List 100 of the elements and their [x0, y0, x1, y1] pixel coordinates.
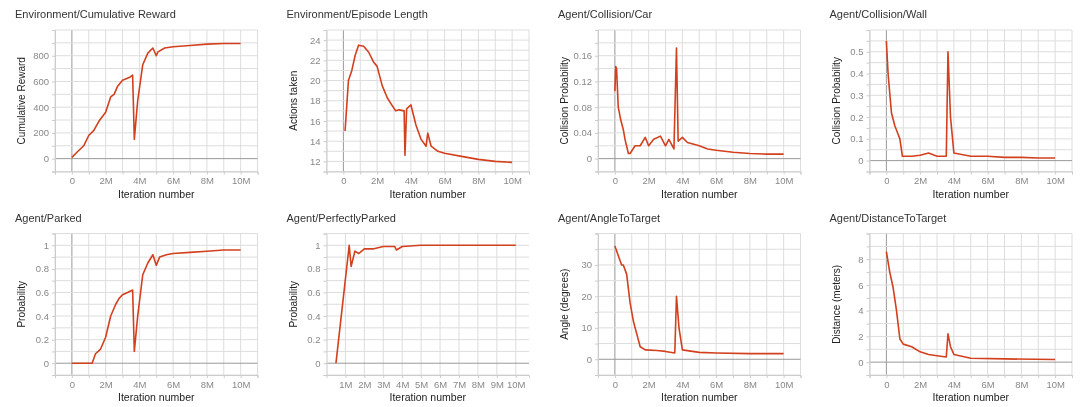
y-tick-label: 0.5	[850, 46, 864, 58]
x-tick-label: 8M	[472, 175, 486, 187]
x-tick-label: 10M	[774, 378, 794, 390]
y-axis-title: Probability	[287, 280, 299, 328]
x-tick-label: 10M	[503, 175, 522, 187]
y-axis-title: Cumulative Reward	[16, 57, 27, 145]
x-tick-label: 2M	[642, 378, 656, 390]
chart-title: Agent/Parked	[15, 211, 82, 224]
y-tick-label: 0.6	[35, 287, 49, 298]
y-tick-label: 0.8	[307, 263, 321, 275]
y-tick-label: 8	[858, 253, 864, 265]
y-tick-label: 20	[581, 290, 592, 302]
y-tick-label: 6	[858, 279, 864, 291]
x-tick-label: 2M	[371, 175, 385, 187]
x-tick-label: 2M	[99, 175, 113, 187]
y-tick-label: 0.4	[35, 310, 49, 322]
x-axis-title: Iteration number	[118, 187, 195, 200]
chart-title: Agent/AngleToTarget	[558, 211, 661, 224]
y-tick-label: 0.4	[307, 310, 321, 322]
x-tick-label: 4M	[947, 175, 962, 187]
y-tick-label: 1	[315, 239, 321, 251]
x-axis-title: Iteration number	[118, 391, 195, 403]
x-tick-label: 0	[612, 175, 619, 187]
y-tick-label: 0.04	[573, 127, 592, 139]
x-tick-label: 10M	[231, 175, 251, 187]
y-tick-label: 24	[309, 34, 321, 46]
x-tick-label: 6M	[710, 175, 724, 187]
x-tick-label: 10M	[774, 175, 794, 187]
y-tick-label: 0.2	[307, 334, 321, 346]
y-tick-label: 12	[309, 155, 321, 167]
y-tick-label: 0.2	[35, 334, 49, 346]
x-axis-title: Iteration number	[661, 391, 738, 403]
x-tick-label: 8M	[1015, 175, 1029, 187]
x-axis-title: Iteration number	[389, 187, 467, 200]
y-tick-label: 0.12	[573, 75, 592, 87]
x-tick-label: 6M	[167, 175, 181, 187]
y-tick-label: 0.1	[850, 133, 864, 145]
y-tick-label: 400	[33, 101, 49, 113]
x-tick-label: 5M	[415, 378, 429, 390]
x-tick-label: 4M	[676, 175, 690, 187]
y-tick-label: 0	[43, 153, 49, 165]
x-tick-label: 8M	[743, 378, 758, 390]
y-tick-label: 2	[858, 330, 864, 342]
y-tick-label: 0.6	[307, 287, 321, 298]
x-tick-label: 10M	[231, 378, 251, 390]
x-tick-label: 9M	[490, 378, 505, 390]
y-axis-title: Angle (degrees)	[559, 268, 570, 340]
line-series	[71, 249, 242, 365]
y-tick-label: 800	[33, 50, 49, 62]
y-axis-title: Collision Probability	[830, 57, 842, 145]
x-tick-label: 3M	[377, 378, 391, 390]
x-tick-label: 2M	[99, 378, 113, 390]
chart-title: Agent/DistanceToTarget	[829, 211, 947, 224]
y-tick-label: 200	[33, 127, 49, 139]
y-tick-label: 0	[586, 153, 592, 165]
y-tick-label: 1	[43, 239, 49, 251]
y-tick-label: 16	[309, 115, 321, 127]
y-tick-label: 0.4	[850, 68, 864, 80]
line-series	[71, 42, 242, 159]
x-tick-label: 10M	[1046, 378, 1065, 390]
y-tick-label: 0.16	[573, 50, 592, 62]
x-tick-label: 2M	[914, 175, 928, 187]
x-tick-label: 4M	[133, 378, 147, 390]
y-tick-label: 22	[309, 54, 321, 66]
x-tick-label: 4M	[404, 175, 419, 187]
y-tick-label: 0.8	[35, 263, 49, 275]
y-tick-label: 0	[858, 356, 864, 368]
y-tick-label: 0	[858, 155, 864, 167]
y-tick-label: 600	[33, 75, 49, 87]
x-tick-label: 0	[884, 378, 890, 390]
x-axis-title: Iteration number	[932, 391, 1010, 403]
y-tick-label: 0.3	[850, 89, 864, 101]
chart-title: Environment/Cumulative Reward	[15, 8, 176, 20]
y-tick-label: 10	[581, 322, 592, 334]
chart-title: Agent/Collision/Car	[558, 8, 653, 20]
y-axis-title: Collision Probability	[559, 57, 570, 145]
y-tick-label: 0	[43, 357, 49, 369]
y-tick-label: 0.08	[573, 101, 592, 113]
y-tick-label: 0	[315, 357, 321, 369]
line-series	[335, 244, 517, 365]
line-series	[344, 44, 513, 164]
x-tick-label: 10M	[1046, 175, 1065, 187]
chart-title: Agent/Collision/Wall	[829, 8, 927, 20]
y-tick-label: 0.2	[850, 111, 864, 123]
x-tick-label: 4M	[133, 175, 147, 187]
y-axis-title: Probability	[16, 280, 27, 328]
x-tick-label: 2M	[642, 175, 656, 187]
x-tick-label: 4M	[947, 378, 962, 390]
x-tick-label: 6M	[981, 175, 995, 187]
y-tick-label: 0	[586, 353, 592, 365]
x-tick-label: 6M	[433, 378, 448, 390]
x-tick-label: 4M	[676, 378, 690, 390]
x-tick-label: 0	[69, 378, 76, 390]
line-series	[614, 47, 785, 155]
y-tick-label: 30	[581, 259, 592, 271]
y-tick-label: 20	[309, 75, 321, 87]
chart-title: Environment/Episode Length	[286, 8, 428, 20]
x-axis-title: Iteration number	[389, 391, 467, 403]
x-tick-label: 6M	[167, 378, 181, 390]
x-tick-label: 0	[341, 175, 347, 187]
